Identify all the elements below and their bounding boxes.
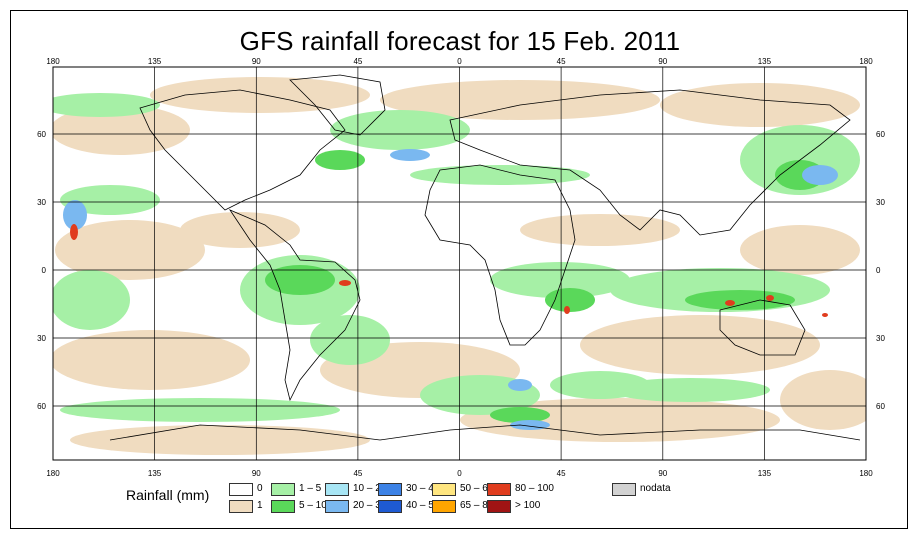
map-title: GFS rainfall forecast for 15 Feb. 2011 — [239, 26, 681, 56]
lon-label: 45 — [353, 57, 362, 66]
rain-20-30mm-areas — [63, 149, 838, 430]
lon-label: 0 — [457, 469, 462, 478]
lat-label: 30 — [37, 334, 46, 343]
lat-lon-grid — [53, 67, 866, 460]
legend-title: Rainfall (mm) — [126, 487, 210, 503]
lon-label: 180 — [859, 57, 873, 66]
lat-labels-left: 60 30 0 30 60 — [37, 130, 46, 411]
lon-label: 45 — [557, 469, 566, 478]
lon-label: 90 — [252, 469, 261, 478]
lon-label: 90 — [252, 57, 261, 66]
lon-label: 135 — [758, 469, 772, 478]
lat-label: 30 — [876, 334, 885, 343]
coastlines — [109, 74, 861, 441]
lon-label: 180 — [46, 57, 60, 66]
lon-label: 45 — [353, 469, 362, 478]
figure-frame — [10, 10, 908, 529]
lat-label: 0 — [42, 266, 47, 275]
lon-label: 90 — [658, 469, 667, 478]
lat-label: 60 — [37, 402, 46, 411]
lon-label: 180 — [46, 469, 60, 478]
lat-label: 60 — [876, 402, 885, 411]
lon-labels-top: 180 135 90 45 0 45 90 135 180 — [46, 57, 873, 66]
rain-80-100mm-areas — [70, 224, 828, 317]
lon-label: 135 — [148, 57, 162, 66]
rainfall-field — [53, 67, 866, 460]
lat-labels-right: 60 30 0 30 60 — [876, 130, 885, 411]
lat-label: 30 — [37, 198, 46, 207]
lon-label: 135 — [758, 57, 772, 66]
rain-1-5mm-areas — [53, 93, 860, 422]
lon-label: 0 — [457, 57, 462, 66]
rain-5-10mm-areas — [265, 150, 825, 423]
lon-label: 45 — [557, 57, 566, 66]
lat-label: 60 — [876, 130, 885, 139]
lat-label: 60 — [37, 130, 46, 139]
lon-label: 90 — [658, 57, 667, 66]
lon-labels-bottom: 180 135 90 45 0 45 90 135 180 — [46, 469, 873, 478]
lat-label: 0 — [876, 266, 881, 275]
lon-label: 180 — [859, 469, 873, 478]
lat-label: 30 — [876, 198, 885, 207]
lon-label: 135 — [148, 469, 162, 478]
map-border — [52, 66, 867, 461]
